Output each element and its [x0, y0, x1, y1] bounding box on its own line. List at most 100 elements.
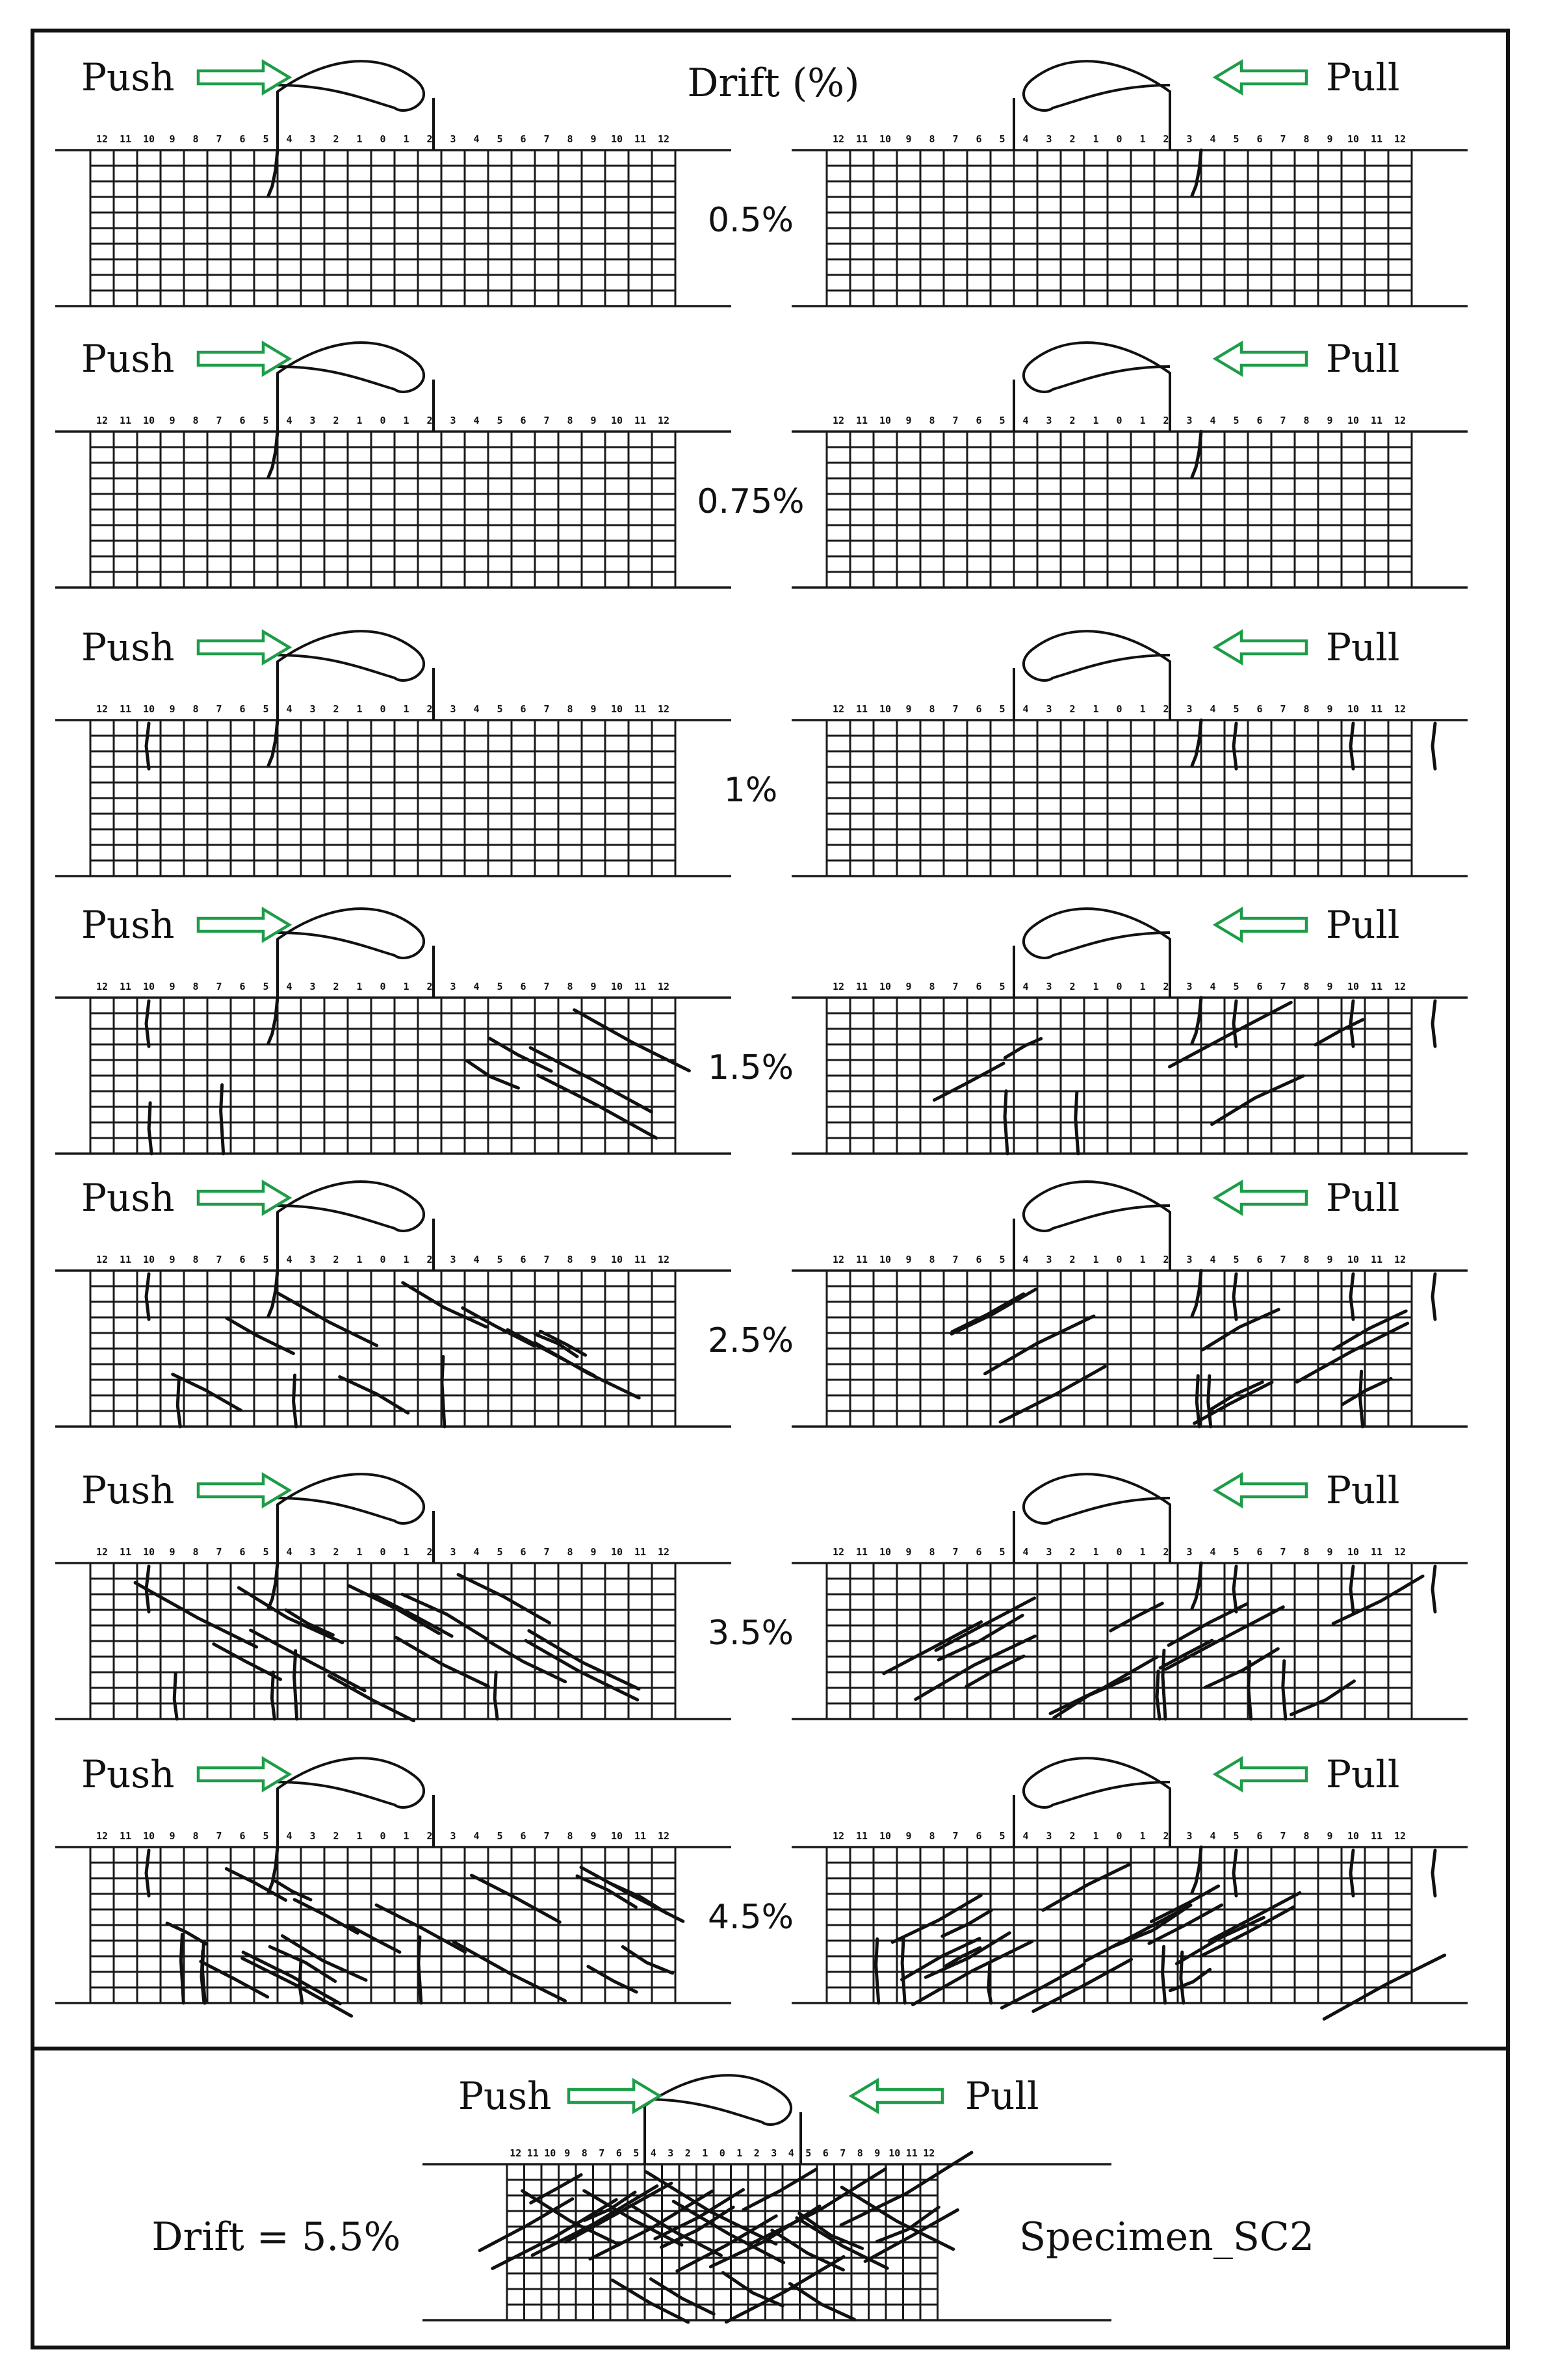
crack-line — [292, 1898, 359, 1935]
scale-number: 4 — [1210, 1830, 1215, 1842]
pull-label: Pull — [1326, 625, 1399, 669]
crack-line — [1210, 1074, 1305, 1126]
scale-number: 10 — [143, 415, 155, 426]
pull-label: Pull — [1326, 55, 1399, 99]
crack-line — [268, 1945, 337, 1984]
scale-number: 1 — [403, 133, 409, 145]
scale-number: 12 — [658, 703, 669, 715]
scale-number: 6 — [976, 1830, 981, 1842]
scale-number: 2 — [1069, 415, 1075, 426]
scale-number: 7 — [599, 2147, 604, 2159]
scale-number: 3 — [1186, 703, 1192, 715]
crack-line — [528, 1046, 653, 1114]
scale-number: 0 — [380, 703, 385, 715]
scale-number: 4 — [1210, 1254, 1215, 1265]
scale-number: 1 — [403, 1254, 409, 1265]
scale-number: 11 — [120, 703, 131, 715]
scale-number: 11 — [634, 1254, 646, 1265]
crack-line — [1431, 999, 1437, 1048]
scale-number: 2 — [426, 133, 432, 145]
scale-number: 7 — [216, 1830, 222, 1842]
scale-number: 0 — [1116, 133, 1122, 145]
crack-line — [144, 999, 151, 1048]
scale-number: 10 — [879, 1546, 891, 1558]
scale-number: 6 — [239, 981, 245, 992]
scale-number: 10 — [611, 133, 623, 145]
crack-line — [1147, 1903, 1224, 1945]
crack-line — [1083, 1903, 1193, 1963]
scale-number: 5 — [999, 415, 1005, 426]
crack-line — [721, 2271, 784, 2308]
scale-number: 3 — [309, 415, 315, 426]
scale-number: 2 — [1163, 703, 1169, 715]
crack-line — [911, 1939, 1034, 2006]
scale-number: 3 — [309, 981, 315, 992]
crack-line — [536, 1074, 658, 1140]
crack-line — [1048, 1655, 1159, 1715]
scale-number: 1 — [1093, 1830, 1098, 1842]
scale-number: 5 — [263, 133, 268, 145]
scale-number: 10 — [1347, 1546, 1359, 1558]
scale-number: 5 — [263, 1830, 268, 1842]
scale-number: 5 — [999, 981, 1005, 992]
scale-number: 7 — [952, 703, 958, 715]
moment-curve — [276, 907, 435, 998]
scale-number: 8 — [582, 2147, 588, 2159]
crack-line — [266, 996, 279, 1045]
scale-number: 12 — [833, 415, 844, 426]
scale-number: 4 — [1210, 1546, 1215, 1558]
scale-number: 3 — [1046, 703, 1052, 715]
crack-line — [998, 1365, 1107, 1424]
drift-level-label: 1% — [724, 771, 778, 810]
crack-line — [1003, 1089, 1009, 1156]
scale-number: 1 — [1139, 1830, 1145, 1842]
crack-line — [1200, 1308, 1280, 1352]
scale-number: 6 — [823, 2147, 829, 2159]
crack-line — [749, 2167, 887, 2245]
scale-number: 0 — [380, 1546, 385, 1558]
scale-number: 2 — [1069, 981, 1075, 992]
crack-pattern — [882, 1561, 1437, 1721]
scale-number: 12 — [1394, 1546, 1406, 1558]
scale-number: 9 — [590, 1546, 596, 1558]
crack-line — [487, 1037, 553, 1073]
pull-arrow-icon — [1212, 341, 1308, 377]
scale-number: 4 — [1022, 415, 1028, 426]
scale-number: 10 — [143, 1830, 155, 1842]
scale-number: 1 — [403, 415, 409, 426]
pull-label: Pull — [1326, 903, 1399, 947]
scale-number: 11 — [1371, 1254, 1382, 1265]
scale-number: 7 — [216, 703, 222, 715]
moment-curve — [1013, 1180, 1171, 1271]
scale-number: 1 — [403, 1546, 409, 1558]
crack-line — [241, 1950, 342, 2006]
scale-number: 9 — [905, 703, 911, 715]
crack-line — [1331, 1574, 1425, 1625]
crack-line — [533, 1341, 641, 1400]
crack-line — [144, 721, 151, 771]
scale-number: 8 — [567, 1546, 573, 1558]
scale-number: 2 — [333, 1546, 339, 1558]
scale-number: 6 — [239, 133, 245, 145]
scale-number: 6 — [239, 1254, 245, 1265]
crack-line — [950, 1292, 1026, 1334]
scale-number: 0 — [380, 415, 385, 426]
figure-frame — [31, 29, 1510, 2349]
scale-number: 7 — [1280, 981, 1286, 992]
crack-line — [266, 430, 279, 479]
scale-number: 12 — [658, 415, 669, 426]
scale-number: 3 — [1186, 981, 1192, 992]
scale-number: 11 — [634, 1830, 646, 1842]
scale-number: 11 — [120, 981, 131, 992]
push-arrow-icon — [196, 629, 292, 666]
scale-number: 3 — [450, 703, 456, 715]
crack-line — [1431, 1272, 1437, 1321]
scale-number: 1 — [736, 2147, 742, 2159]
scale-number: 7 — [840, 2147, 846, 2159]
